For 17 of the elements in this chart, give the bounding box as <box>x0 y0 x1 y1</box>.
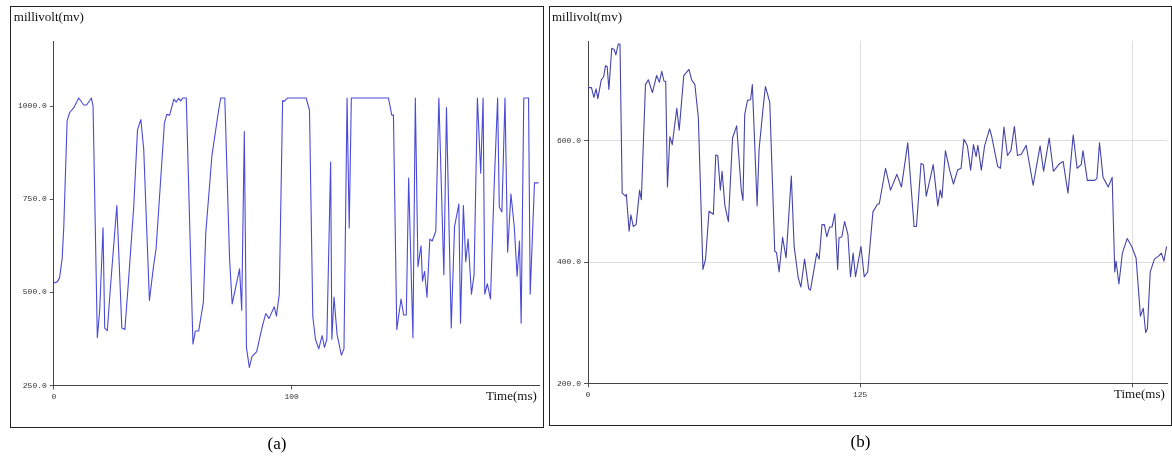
x-tick-label: 125 <box>852 390 868 400</box>
y-tick-label: 500.0 <box>22 287 47 297</box>
text: (a) <box>267 434 287 454</box>
y-tick-label: 1000.0 <box>17 101 47 111</box>
x-axis-title: Time(ms) <box>486 388 537 405</box>
x-axis-title: Time(ms) <box>1114 386 1165 403</box>
y-tick-label: 250.0 <box>22 380 47 390</box>
y-axis-title: millivolt(mv) <box>13 9 84 25</box>
y-tick-label: 400.0 <box>556 257 582 267</box>
x-tick-label: 100 <box>284 392 300 402</box>
y-tick-label: 750.0 <box>22 194 47 204</box>
x-tick-label: 0 <box>585 390 591 400</box>
text: (b) <box>850 432 871 452</box>
y-tick-label: 200.0 <box>556 378 582 388</box>
y-axis-title: millivolt(mv) <box>552 9 623 25</box>
y-tick-label: 600.0 <box>556 136 582 146</box>
x-tick-label: 0 <box>51 392 57 402</box>
